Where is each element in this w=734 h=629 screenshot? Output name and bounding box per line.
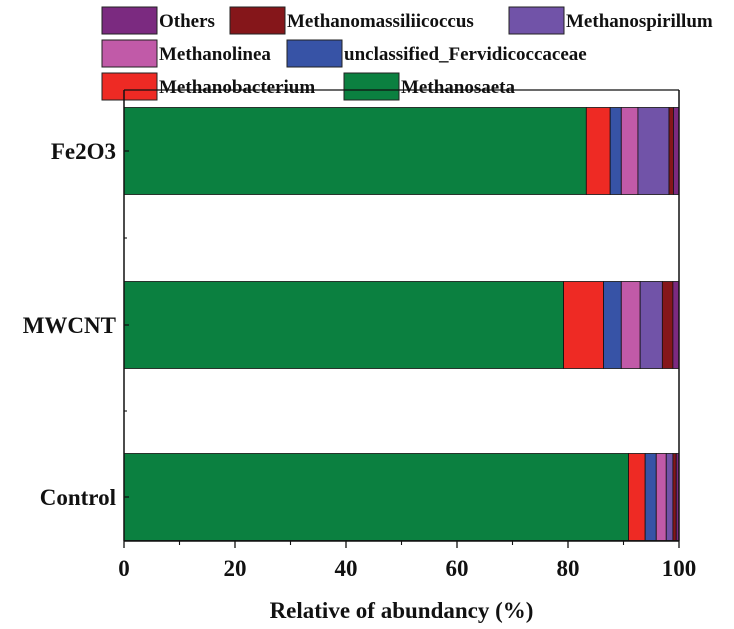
x-tick-label-0: 0 <box>118 556 130 581</box>
bar-control-methanomassiliicoccus <box>672 453 677 541</box>
legend-swatch-unclassified-fervidicoccaceae <box>286 39 343 68</box>
bar-mwcnt-methanosaeta <box>123 281 564 369</box>
bar-mwcnt-unclassified-fervidicoccaceae <box>603 281 622 369</box>
x-axis-title: Relative of abundancy (%) <box>270 598 534 623</box>
category-label-control: Control <box>40 485 116 510</box>
bar-fe2o3-methanospirillum <box>637 107 670 195</box>
bar-control-methanospirillum <box>665 453 674 541</box>
legend-swatch-methanomassiliicoccus <box>229 6 286 35</box>
bar-control-unclassified-fervidicoccaceae <box>644 453 657 541</box>
bar-fe2o3-methanolinea <box>620 107 639 195</box>
legend-label-methanospirillum: Methanospirillum <box>566 11 713 32</box>
bar-control-methanosaeta <box>123 453 629 541</box>
category-label-mwcnt: MWCNT <box>23 313 116 338</box>
bar-mwcnt-methanospirillum <box>639 281 663 369</box>
bar-fe2o3-unclassified-fervidicoccaceae <box>609 107 622 195</box>
bar-fe2o3-methanosaeta <box>123 107 587 195</box>
x-tick-label-60: 60 <box>446 556 469 581</box>
legend-swatch-methanobacterium <box>101 72 158 101</box>
legend-label-others: Others <box>159 11 215 32</box>
bar-mwcnt-methanolinea <box>620 281 641 369</box>
legend-label-methanobacterium: Methanobacterium <box>159 77 315 98</box>
legend-label-methanosaeta: Methanosaeta <box>401 77 515 98</box>
legend-swatch-methanolinea <box>101 39 158 68</box>
x-tick-label-20: 20 <box>224 556 247 581</box>
x-tick-label-80: 80 <box>557 556 580 581</box>
bar-control-methanolinea <box>655 453 667 541</box>
legend-label-methanolinea: Methanolinea <box>159 44 271 65</box>
legend-label-methanomassiliicoccus: Methanomassiliicoccus <box>287 11 474 32</box>
bar-fe2o3-methanomassiliicoccus <box>668 107 674 195</box>
bar-fe2o3-methanobacterium <box>585 107 611 195</box>
bar-mwcnt-others <box>672 281 680 369</box>
legend-label-unclassified-fervidicoccaceae: unclassified_Fervidicoccaceae <box>344 44 587 65</box>
bar-mwcnt-methanomassiliicoccus <box>661 281 674 369</box>
legend-swatch-methanospirillum <box>508 6 565 35</box>
category-label-fe2o3: Fe2O3 <box>51 139 116 164</box>
x-tick-label-40: 40 <box>335 556 358 581</box>
bar-fe2o3-others <box>673 107 680 195</box>
bar-mwcnt-methanobacterium <box>563 281 604 369</box>
x-tick-label-100: 100 <box>662 556 697 581</box>
legend-swatch-methanosaeta <box>343 72 400 101</box>
legend-swatch-others <box>101 6 158 35</box>
bar-control-methanobacterium <box>628 453 646 541</box>
